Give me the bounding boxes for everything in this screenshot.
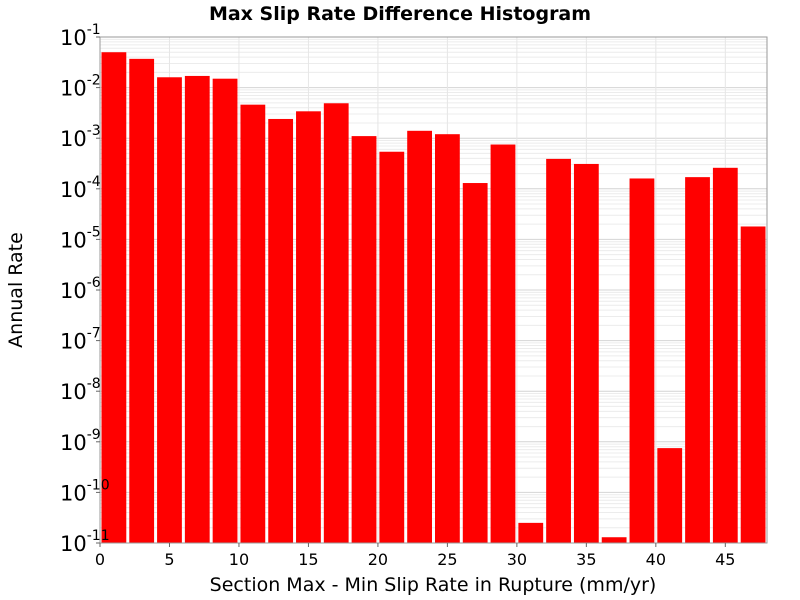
x-tick-label: 30 [507,550,527,569]
y-tick-label: 10-10 [60,477,110,505]
histogram-bar [212,78,238,543]
x-axis-ticks: 0 5 10 15 20 25 30 35 40 45 [95,543,735,569]
y-axis-label: Annual Rate [5,232,27,348]
grid [99,37,767,544]
x-tick-label: 35 [576,550,596,569]
bars [101,52,766,544]
histogram-bar [490,144,516,543]
y-tick-label: 10-5 [60,224,101,252]
y-axis-ticks: 10-1 10-2 10-3 10-4 10-5 10-6 10-7 10-8 10-9 10-1… [60,22,110,556]
y-tick-label: 10-9 [60,427,101,455]
y-tick-label: 10-4 [60,174,101,202]
histogram-bar [740,226,766,543]
y-tick-label: 10-7 [60,326,101,354]
histogram-bar [351,136,377,543]
histogram-bar [518,522,544,543]
histogram-bar [323,103,349,544]
histogram-bar [129,58,155,543]
histogram-bar [629,178,655,543]
histogram-bar [101,52,127,543]
histogram-bar [268,118,294,544]
histogram-bar [240,104,266,543]
histogram-bar [462,183,488,543]
y-tick-label: 10-2 [60,73,101,101]
histogram-bar [184,75,210,544]
x-axis-label: Section Max - Min Slip Rate in Rupture (… [210,574,657,596]
histogram-bar [379,151,405,543]
x-tick-label: 0 [95,550,105,569]
x-tick-label: 20 [368,550,388,569]
x-tick-label: 25 [437,550,457,569]
x-tick-label: 40 [646,550,666,569]
y-tick-label: 10-11 [60,528,110,556]
y-tick-label: 10-6 [60,275,101,303]
histogram-bar [407,130,432,544]
histogram-bar [657,448,683,543]
x-tick-label: 15 [298,550,318,569]
histogram-bar [685,177,710,543]
histogram-bar [712,167,738,543]
y-tick-label: 10-1 [60,22,101,50]
histogram-bar [546,158,571,543]
histogram-bar [157,77,182,543]
histogram-bar [435,134,460,544]
x-tick-label: 5 [164,550,174,569]
histogram-bar [296,111,321,544]
x-tick-label: 45 [715,550,735,569]
y-tick-label: 10-3 [60,123,101,151]
histogram-bar [573,163,599,543]
chart-title: Max Slip Rate Difference Histogram [209,3,591,25]
y-tick-label: 10-8 [60,376,101,404]
histogram-bar [601,537,627,543]
x-tick-label: 10 [229,550,249,569]
